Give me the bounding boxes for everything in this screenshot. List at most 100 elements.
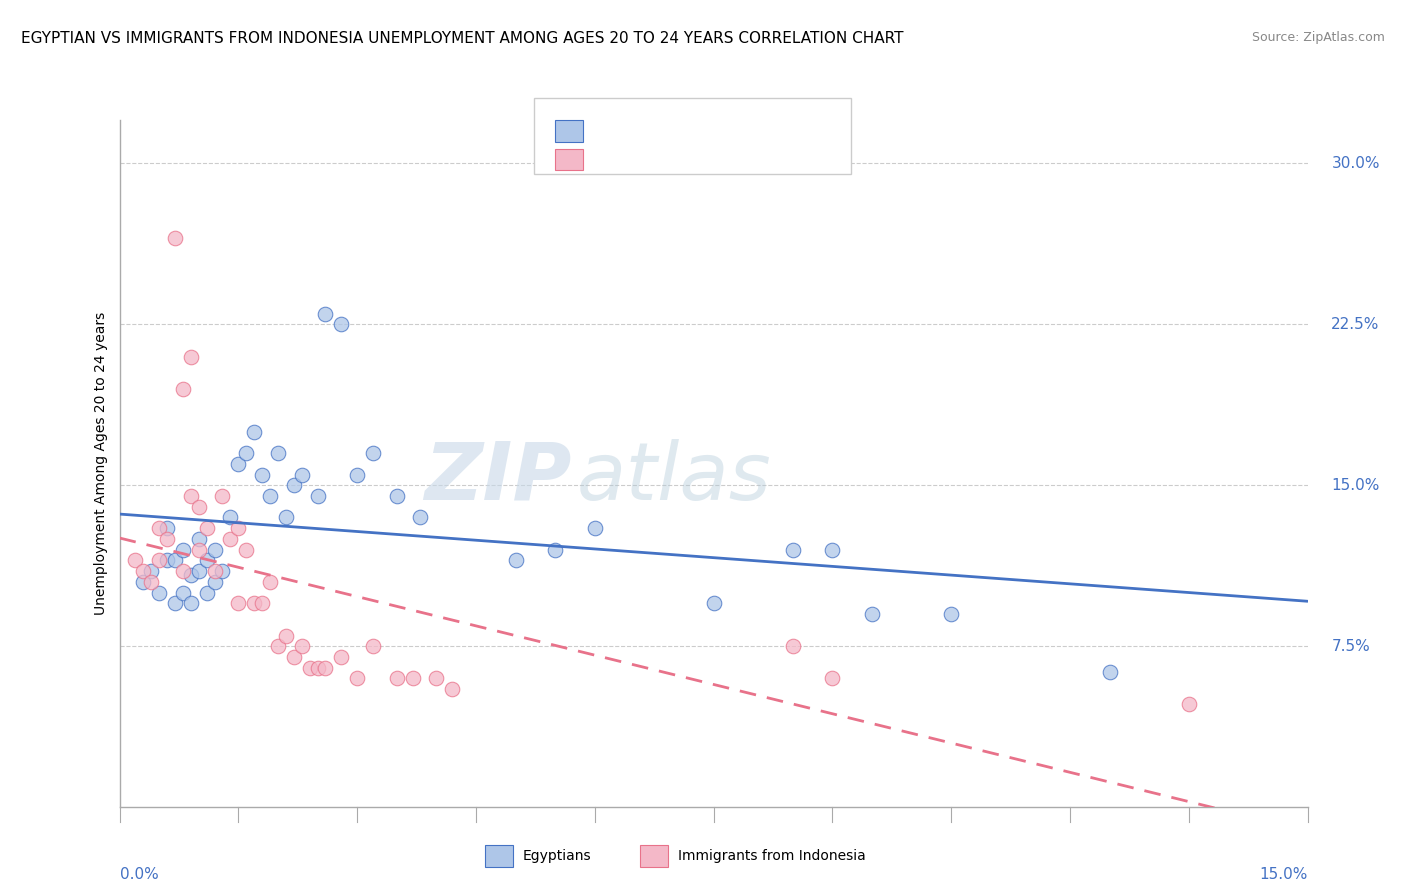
Point: [172, 542, 194, 557]
Point: [307, 661, 329, 675]
Point: [156, 553, 179, 567]
Text: -0.164: -0.164: [626, 153, 675, 167]
Text: Source: ZipAtlas.com: Source: ZipAtlas.com: [1251, 31, 1385, 45]
Point: [544, 542, 567, 557]
Point: [124, 553, 146, 567]
Point: [330, 318, 353, 332]
Text: 22.5%: 22.5%: [1331, 317, 1379, 332]
Point: [291, 640, 314, 654]
Point: [385, 489, 408, 503]
Point: [180, 350, 202, 364]
Point: [939, 607, 962, 621]
Text: -0.031: -0.031: [626, 124, 675, 138]
Point: [250, 467, 273, 482]
Text: Immigrants from Indonesia: Immigrants from Indonesia: [678, 849, 866, 863]
Point: [821, 542, 844, 557]
Text: EGYPTIAN VS IMMIGRANTS FROM INDONESIA UNEMPLOYMENT AMONG AGES 20 TO 24 YEARS COR: EGYPTIAN VS IMMIGRANTS FROM INDONESIA UN…: [21, 31, 904, 46]
Point: [259, 489, 281, 503]
Point: [782, 640, 804, 654]
Point: [156, 521, 179, 535]
Point: [132, 564, 155, 578]
Point: [250, 596, 273, 610]
Point: [148, 521, 170, 535]
Point: [401, 672, 423, 686]
Point: [180, 568, 202, 582]
Point: [274, 628, 297, 642]
Point: [204, 542, 226, 557]
Point: [283, 650, 305, 665]
Point: [409, 510, 432, 524]
Point: [172, 382, 194, 396]
Text: 7.5%: 7.5%: [1331, 639, 1369, 654]
Text: atlas: atlas: [576, 439, 772, 516]
Point: [267, 446, 290, 460]
Point: [1178, 698, 1201, 712]
Point: [187, 532, 209, 546]
Text: R =: R =: [595, 124, 628, 138]
Point: [583, 521, 606, 535]
Point: [228, 521, 250, 535]
Point: [228, 596, 250, 610]
Point: [163, 553, 186, 567]
Point: [821, 672, 844, 686]
Point: [148, 585, 170, 599]
Text: N = 44: N = 44: [688, 124, 751, 138]
Point: [505, 553, 527, 567]
Text: Egyptians: Egyptians: [523, 849, 592, 863]
Point: [195, 521, 218, 535]
Point: [156, 532, 179, 546]
Y-axis label: Unemployment Among Ages 20 to 24 years: Unemployment Among Ages 20 to 24 years: [94, 312, 108, 615]
Point: [172, 585, 194, 599]
Text: 15.0%: 15.0%: [1331, 478, 1379, 492]
Point: [314, 661, 336, 675]
Point: [283, 478, 305, 492]
Point: [330, 650, 353, 665]
Point: [1098, 665, 1121, 679]
Point: [235, 446, 257, 460]
Point: [361, 446, 384, 460]
Point: [267, 640, 290, 654]
Point: [298, 661, 321, 675]
Point: [163, 596, 186, 610]
Point: [148, 553, 170, 567]
Point: [702, 596, 725, 610]
Point: [163, 231, 186, 245]
Point: [187, 500, 209, 514]
Point: [274, 510, 297, 524]
Point: [195, 585, 218, 599]
Point: [243, 596, 266, 610]
Point: [314, 307, 336, 321]
Text: 30.0%: 30.0%: [1331, 156, 1379, 171]
Point: [204, 574, 226, 589]
Point: [219, 532, 242, 546]
Point: [346, 467, 368, 482]
Point: [291, 467, 314, 482]
Text: 0.0%: 0.0%: [120, 867, 159, 882]
Point: [180, 596, 202, 610]
Point: [219, 510, 242, 524]
Point: [180, 489, 202, 503]
Point: [259, 574, 281, 589]
Point: [782, 542, 804, 557]
Text: N = 40: N = 40: [688, 153, 751, 167]
Point: [307, 489, 329, 503]
Point: [860, 607, 883, 621]
Point: [346, 672, 368, 686]
Point: [132, 574, 155, 589]
Point: [361, 640, 384, 654]
Point: [187, 564, 209, 578]
Point: [172, 564, 194, 578]
Point: [195, 553, 218, 567]
Point: [211, 489, 233, 503]
Text: ZIP: ZIP: [423, 439, 571, 516]
Point: [385, 672, 408, 686]
Point: [204, 564, 226, 578]
Point: [187, 542, 209, 557]
Point: [425, 672, 447, 686]
Point: [141, 564, 163, 578]
Point: [441, 682, 464, 697]
Point: [228, 457, 250, 471]
Point: [235, 542, 257, 557]
Point: [141, 574, 163, 589]
Point: [211, 564, 233, 578]
